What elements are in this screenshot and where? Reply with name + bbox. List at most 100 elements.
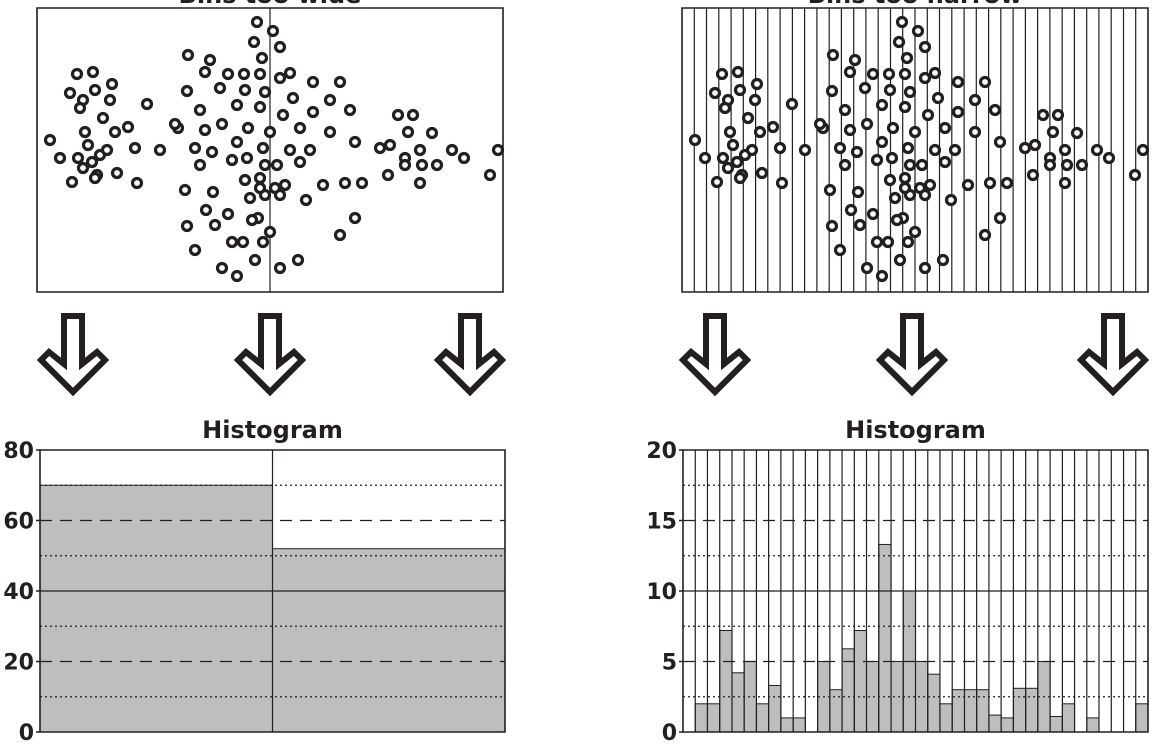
data-point bbox=[825, 219, 839, 233]
arrow bbox=[880, 316, 944, 392]
y-tick-label: 20 bbox=[3, 651, 34, 676]
data-point bbox=[908, 225, 922, 239]
data-point bbox=[931, 91, 945, 105]
data-point bbox=[100, 143, 114, 157]
data-point bbox=[826, 48, 840, 62]
data-point bbox=[398, 158, 412, 172]
arrow bbox=[683, 316, 747, 392]
data-point bbox=[1070, 126, 1084, 140]
chart-title: Bins too narrow bbox=[808, 0, 1023, 9]
data-point bbox=[293, 155, 307, 169]
data-point bbox=[918, 71, 932, 85]
data-point bbox=[273, 71, 287, 85]
data-point bbox=[266, 24, 280, 38]
data-point bbox=[1128, 168, 1142, 182]
data-point bbox=[178, 183, 192, 197]
data-point bbox=[886, 121, 900, 135]
data-point bbox=[928, 66, 942, 80]
data-point bbox=[153, 143, 167, 157]
data-point bbox=[278, 178, 292, 192]
data-point bbox=[813, 117, 827, 131]
data-point bbox=[755, 166, 769, 180]
data-point bbox=[898, 181, 912, 195]
data-point bbox=[1000, 176, 1014, 190]
data-point bbox=[78, 125, 92, 139]
bar bbox=[829, 689, 843, 733]
data-point bbox=[491, 143, 505, 157]
data-point bbox=[993, 135, 1007, 149]
data-point bbox=[270, 158, 284, 172]
data-point bbox=[70, 67, 84, 81]
data-point bbox=[236, 235, 250, 249]
data-point bbox=[240, 151, 254, 165]
data-point bbox=[750, 77, 764, 91]
y-tick-label: 20 bbox=[646, 439, 677, 464]
data-point bbox=[221, 207, 235, 221]
bar bbox=[780, 717, 794, 733]
data-point bbox=[241, 121, 255, 135]
data-point bbox=[250, 15, 264, 29]
data-point bbox=[833, 141, 847, 155]
arrow bbox=[1081, 316, 1145, 392]
data-point bbox=[730, 155, 744, 169]
data-point bbox=[373, 141, 387, 155]
data-point bbox=[213, 81, 227, 95]
bar bbox=[988, 714, 1002, 733]
data-point bbox=[733, 171, 747, 185]
data-point bbox=[881, 235, 895, 249]
data-point bbox=[983, 176, 997, 190]
data-point bbox=[1051, 108, 1065, 122]
data-point bbox=[1018, 141, 1032, 155]
data-point bbox=[866, 207, 880, 221]
data-point bbox=[866, 67, 880, 81]
bar bbox=[1049, 715, 1063, 733]
data-point bbox=[286, 91, 300, 105]
arrows bbox=[41, 316, 1145, 392]
data-point bbox=[273, 40, 287, 54]
data-point bbox=[968, 125, 982, 139]
data-point bbox=[110, 166, 124, 180]
data-point bbox=[108, 125, 122, 139]
data-point bbox=[766, 120, 780, 134]
data-point bbox=[843, 65, 857, 79]
data-point bbox=[918, 40, 932, 54]
data-point bbox=[745, 143, 759, 157]
bar bbox=[39, 484, 273, 733]
data-point bbox=[283, 143, 297, 157]
bar bbox=[1012, 687, 1027, 733]
data-point bbox=[203, 53, 217, 67]
data-point bbox=[96, 111, 110, 125]
data-point bbox=[180, 219, 194, 233]
data-point bbox=[851, 185, 865, 199]
data-point bbox=[206, 185, 220, 199]
data-point bbox=[721, 161, 735, 175]
data-point bbox=[181, 48, 195, 62]
bar bbox=[1025, 687, 1039, 733]
y-tick-label: 5 bbox=[662, 651, 677, 676]
data-point bbox=[383, 138, 397, 152]
data-point bbox=[923, 178, 937, 192]
data-point bbox=[875, 269, 889, 283]
data-point bbox=[230, 269, 244, 283]
data-point bbox=[928, 143, 942, 157]
bar bbox=[706, 703, 721, 733]
data-point bbox=[391, 108, 405, 122]
bar bbox=[272, 548, 506, 733]
data-point bbox=[1060, 158, 1074, 172]
data-point bbox=[860, 261, 874, 275]
data-point bbox=[121, 120, 135, 134]
data-point bbox=[938, 121, 952, 135]
data-point bbox=[230, 98, 244, 112]
data-point bbox=[193, 158, 207, 172]
y-tick-label: 10 bbox=[646, 580, 677, 605]
bar bbox=[878, 543, 892, 733]
data-point bbox=[323, 125, 337, 139]
data-point bbox=[1058, 176, 1072, 190]
data-point bbox=[870, 153, 884, 167]
data-point bbox=[73, 101, 87, 115]
data-point bbox=[299, 193, 313, 207]
arrow bbox=[41, 316, 105, 392]
data-point bbox=[255, 51, 269, 65]
data-point bbox=[323, 93, 337, 107]
data-point bbox=[823, 183, 837, 197]
